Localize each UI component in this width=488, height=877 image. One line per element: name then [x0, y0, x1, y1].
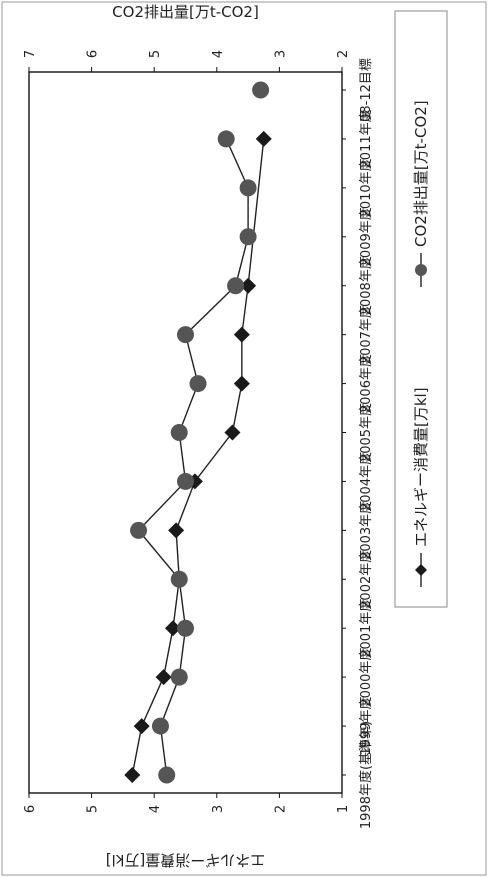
x-tick-label: 2007年度: [358, 305, 374, 364]
energy-point: [240, 277, 257, 294]
legend-diamond-marker: [415, 564, 427, 576]
x-tick-label: 1999年度: [358, 697, 374, 756]
legend-box: [394, 10, 448, 608]
y2-tick-label: 4: [211, 50, 226, 58]
co2-point: [151, 717, 169, 735]
x-tick-label: 2005年度: [358, 403, 374, 462]
co2-point: [239, 179, 257, 197]
legend: エネルギー消費量[万kl] CO2排出量[万t-CO2]: [412, 100, 430, 587]
x-tick-label: 08-12目標: [359, 58, 374, 122]
co2-point: [170, 570, 188, 588]
x-tick-label: 2003年度: [358, 501, 374, 560]
co2-point: [239, 228, 257, 246]
y-axis-label: エネルギー消費量[万kl]: [106, 851, 266, 869]
x-tick-label: 1998年度(基準年): [358, 721, 374, 829]
y2-axis-label: CO2排出量[万t-CO2]: [112, 3, 259, 21]
legend-label: エネルギー消費量[万kl]: [412, 387, 430, 547]
y-tick-label: 5: [86, 805, 101, 813]
y-tick-label: 2: [273, 805, 288, 813]
x-tick-label: 2011年度: [358, 109, 374, 168]
co2-point: [217, 130, 235, 148]
co2-point: [227, 277, 245, 295]
energy-point: [233, 326, 250, 343]
y-tick-label: 4: [148, 805, 163, 813]
x-tick-label: 2002年度: [358, 550, 374, 609]
co2-point: [177, 619, 194, 637]
co2-point: [170, 668, 188, 686]
energy-point: [124, 767, 141, 783]
y2-tick-label: 7: [23, 50, 38, 58]
co2-point: [130, 521, 148, 539]
co2-point: [170, 424, 188, 441]
legend-circle-marker: [415, 264, 427, 276]
y-axis-ticks: 1 2 3 4 5 6: [23, 793, 351, 813]
series-line-0: [131, 138, 265, 776]
x-axis-ticks: 1998年度(基準年)1999年度2000年度2001年度2002年度2003年…: [342, 58, 374, 829]
co2-point: [177, 472, 194, 490]
x-tick-label: 2009年度: [358, 207, 374, 266]
y2-tick-label: 3: [273, 50, 288, 58]
energy-point: [255, 130, 272, 147]
legend-label: CO2排出量[万t-CO2]: [412, 100, 430, 247]
y2-tick-label: 6: [86, 50, 101, 58]
energy-point: [224, 424, 241, 441]
x-tick-label: 2000年度: [358, 648, 374, 707]
x-tick-label: 2010年度: [358, 158, 374, 217]
x-tick-label: 2001年度: [358, 599, 374, 658]
y-tick-label: 6: [23, 805, 38, 813]
y2-tick-label: 2: [336, 50, 351, 58]
y2-tick-label: 5: [148, 50, 163, 58]
y-tick-label: 3: [211, 805, 226, 813]
y-tick-label: 1: [336, 805, 351, 813]
energy-point: [233, 375, 250, 392]
co2-point: [177, 326, 194, 344]
x-tick-label: 2004年度: [358, 452, 374, 511]
y2-axis-ticks: 2 3 4 5 6 7: [23, 50, 351, 72]
co2-point: [252, 81, 270, 99]
co2-point: [189, 375, 207, 393]
x-tick-label: 2006年度: [358, 354, 374, 413]
co2-point: [158, 766, 176, 784]
x-tick-label: 2008年度: [358, 256, 374, 315]
